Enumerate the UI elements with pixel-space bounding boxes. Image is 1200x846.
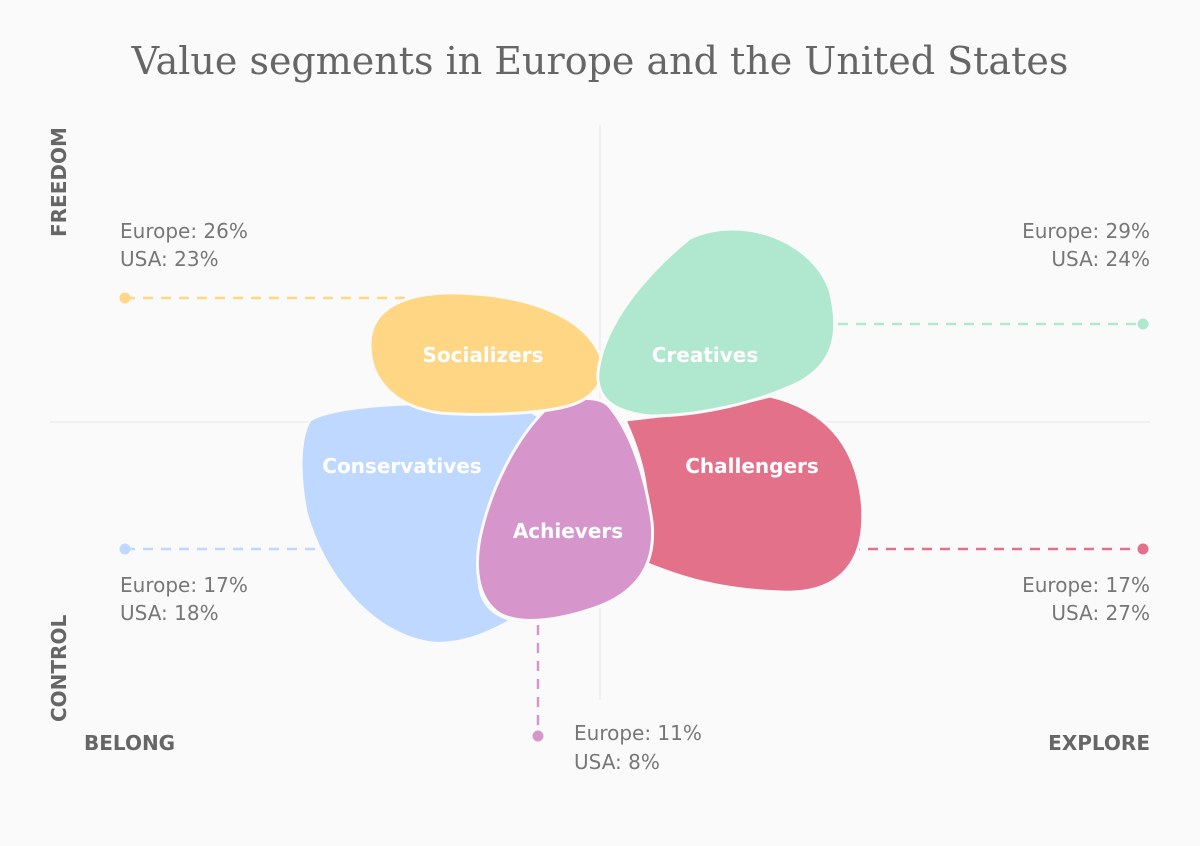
achievers-europe: Europe: 11% (574, 721, 702, 745)
achievers-dot (532, 730, 544, 742)
conservatives-europe: Europe: 17% (120, 573, 248, 597)
challengers-label: Challengers (685, 454, 819, 478)
creatives-blob (596, 227, 837, 418)
challengers-blob (622, 394, 865, 594)
socializers-europe: Europe: 26% (120, 219, 248, 243)
achievers-blob (476, 397, 655, 622)
conservatives-label: Conservatives (322, 454, 481, 478)
creatives-europe: Europe: 29% (1022, 219, 1150, 243)
socializers-dot (119, 292, 131, 304)
challengers-europe: Europe: 17% (1022, 573, 1150, 597)
creatives-usa: USA: 24% (1051, 247, 1150, 271)
axis-label-belong: BELONG (84, 731, 175, 755)
creatives-dot (1137, 318, 1149, 330)
conservatives-dot (119, 543, 131, 555)
achievers-label: Achievers (513, 519, 623, 543)
challengers-usa: USA: 27% (1051, 601, 1150, 625)
creatives-label: Creatives (652, 343, 759, 367)
chart-title: Value segments in Europe and the United … (131, 39, 1069, 83)
socializers-label: Socializers (422, 343, 543, 367)
challengers-dot (1137, 543, 1149, 555)
axis-label-control: CONTROL (47, 615, 71, 722)
socializers-usa: USA: 23% (120, 247, 219, 271)
axis-label-explore: EXPLORE (1048, 731, 1150, 755)
conservatives-usa: USA: 18% (120, 601, 219, 625)
achievers-usa: USA: 8% (574, 750, 660, 774)
axis-label-freedom: FREEDOM (47, 127, 71, 237)
